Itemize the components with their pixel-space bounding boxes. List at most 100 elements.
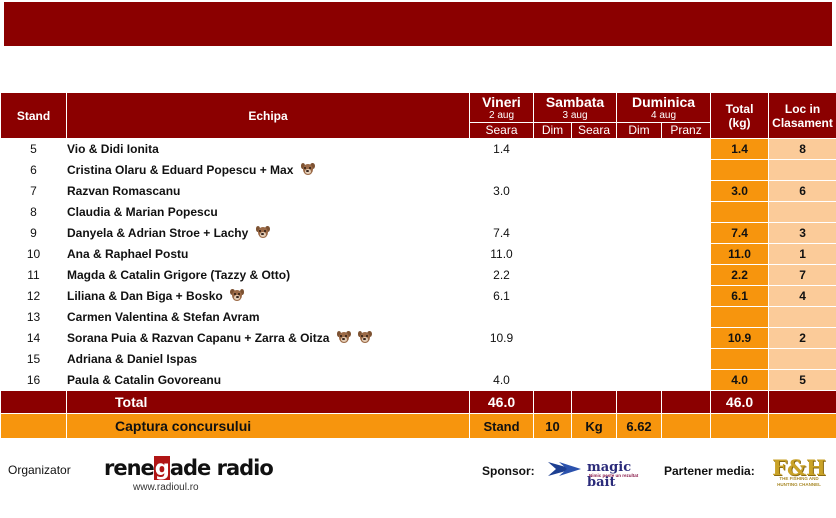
renegade-part2: ade radio <box>169 456 274 480</box>
cell-total <box>710 201 770 223</box>
cell-total: 4.0 <box>710 369 770 391</box>
total-row-loc <box>768 390 836 414</box>
cell-sambata-dim <box>533 243 572 265</box>
cell-stand: 16 <box>0 369 67 391</box>
cell-sambata-seara <box>570 180 618 202</box>
col-header-session-sambata-seara: Seara <box>570 122 618 139</box>
total-row-sambata-dim <box>533 390 572 414</box>
cell-duminica-pranz <box>661 180 712 202</box>
cell-vineri-seara <box>469 159 534 181</box>
cell-sambata-seara <box>570 138 618 160</box>
col-header-session-sambata-dim: Dim <box>533 122 572 139</box>
cell-team: Liliana & Dan Biga + Bosko <box>66 285 470 307</box>
renegade-radio-logo: renegade radio <box>104 456 274 480</box>
col-header-session-duminica-dim: Dim <box>616 122 663 139</box>
cell-team: Paula & Catalin Govoreanu <box>66 369 470 391</box>
total-row-stand-blank <box>0 390 67 414</box>
cell-sambata-seara <box>570 201 618 223</box>
fh-name: F&H <box>772 455 826 480</box>
clasament-table: Stand Echipa Vineri 2 aug Sambata 3 aug … <box>0 92 836 439</box>
table-row: 13 Carmen Valentina & Stefan Avram <box>0 306 836 328</box>
captura-kg-label: Kg <box>570 413 618 439</box>
team-name: Cristina Olaru & Eduard Popescu + Max <box>67 163 294 177</box>
cell-duminica-pranz <box>661 369 712 391</box>
cell-sambata-seara <box>570 306 618 328</box>
top-banner <box>4 2 832 46</box>
cell-stand: 15 <box>0 348 67 370</box>
cell-vineri-seara: 7.4 <box>469 222 534 244</box>
cell-loc <box>768 306 836 328</box>
cell-team: Adriana & Daniel Ispas <box>66 348 470 370</box>
total-row-vineri-seara: 46.0 <box>469 390 534 414</box>
cell-total: 11.0 <box>710 243 770 265</box>
captura-blank-1 <box>661 413 712 439</box>
cell-sambata-dim <box>533 264 572 286</box>
cell-team: Vio & Didi Ionita <box>66 138 470 160</box>
cell-stand: 8 <box>0 201 67 223</box>
cell-duminica-dim <box>616 201 663 223</box>
team-name: Ana & Raphael Postu <box>67 247 189 261</box>
cell-loc: 3 <box>768 222 836 244</box>
cell-team: Sorana Puia & Razvan Capanu + Zarra & Oi… <box>66 327 470 349</box>
cell-total <box>710 348 770 370</box>
magic-bait-name: magic bait <box>587 460 632 490</box>
cell-sambata-dim <box>533 138 572 160</box>
swoosh-icon <box>548 462 581 476</box>
cell-duminica-pranz <box>661 327 712 349</box>
title-strip: Cupa ARMONIA CLASAMENT Balta Solacolu PE… <box>0 46 836 136</box>
cell-sambata-dim <box>533 285 572 307</box>
table-row: 9 Danyela & Adrian Stroe + Lachy 7.4 7.4 3 <box>0 222 836 244</box>
cell-team: Razvan Romascanu <box>66 180 470 202</box>
cell-loc: 8 <box>768 138 836 160</box>
cell-duminica-dim <box>616 222 663 244</box>
cell-sambata-seara <box>570 348 618 370</box>
cell-loc: 2 <box>768 327 836 349</box>
table-row: 8 Claudia & Marian Popescu <box>0 201 836 223</box>
day-date-sambata: 3 aug <box>562 110 588 121</box>
table-row: 14 Sorana Puia & Razvan Capanu + Zarra & … <box>0 327 836 349</box>
cell-duminica-pranz <box>661 285 712 307</box>
cell-duminica-pranz <box>661 138 712 160</box>
cell-duminica-dim <box>616 306 663 328</box>
cell-stand: 5 <box>0 138 67 160</box>
cell-team: Carmen Valentina & Stefan Avram <box>66 306 470 328</box>
cell-vineri-seara: 10.9 <box>469 327 534 349</box>
captura-stand-value: 10 <box>533 413 572 439</box>
day-date-duminica: 4 aug <box>651 110 677 121</box>
loc-label-line2: Clasament <box>772 115 833 130</box>
captura-stand-blank <box>0 413 67 439</box>
day-name-duminica: Duminica <box>632 94 696 110</box>
cell-duminica-dim <box>616 327 663 349</box>
cell-duminica-dim <box>616 159 663 181</box>
cell-loc: 6 <box>768 180 836 202</box>
cell-vineri-seara <box>469 348 534 370</box>
renegade-part1: rene <box>104 456 155 480</box>
col-header-loc: Loc in Clasament <box>768 92 836 139</box>
captura-kg-value: 6.62 <box>616 413 663 439</box>
cell-sambata-seara <box>570 327 618 349</box>
cell-duminica-dim <box>616 285 663 307</box>
cell-duminica-dim <box>616 264 663 286</box>
cell-total: 6.1 <box>710 285 770 307</box>
dog-face-icon <box>255 226 270 239</box>
fh-logo: F&H THE FISHING AND HUNTING CHANNEL <box>765 455 833 487</box>
cell-duminica-dim <box>616 243 663 265</box>
cell-sambata-dim <box>533 180 572 202</box>
col-header-total: Total (kg) <box>710 92 770 139</box>
dog-face-icon <box>230 289 245 302</box>
cell-total <box>710 306 770 328</box>
col-header-day-duminica: Duminica 4 aug <box>616 92 712 123</box>
magic-bait-logo: magic bait Nimic peste un rezultat <box>547 456 663 490</box>
cell-sambata-seara <box>570 264 618 286</box>
radio-url[interactable]: www.radioul.ro <box>133 482 199 493</box>
cell-stand: 12 <box>0 285 67 307</box>
cell-sambata-dim <box>533 159 572 181</box>
cell-stand: 6 <box>0 159 67 181</box>
cell-team: Magda & Catalin Grigore (Tazzy & Otto) <box>66 264 470 286</box>
cell-duminica-pranz <box>661 201 712 223</box>
cell-duminica-pranz <box>661 348 712 370</box>
col-header-session-vineri-seara: Seara <box>469 122 534 139</box>
col-header-session-duminica-pranz: Pranz <box>661 122 712 139</box>
partener-media-label: Partener media: <box>664 464 755 478</box>
